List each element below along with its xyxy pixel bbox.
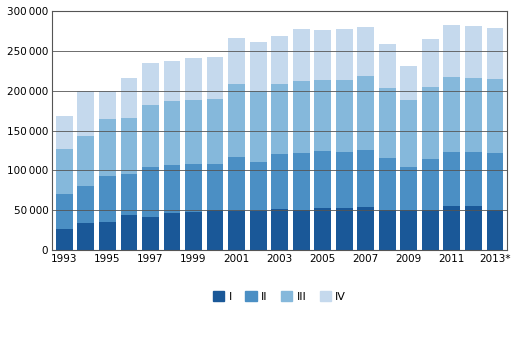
Bar [358, 207, 374, 250]
Bar [486, 153, 503, 209]
Bar [293, 81, 309, 153]
Bar [293, 29, 309, 81]
Bar [56, 149, 73, 194]
Bar [120, 118, 138, 174]
Bar [293, 153, 309, 209]
Bar [56, 229, 73, 250]
Bar [77, 186, 94, 223]
Bar [250, 42, 266, 92]
Bar [250, 211, 266, 250]
Bar [207, 210, 224, 250]
Bar [358, 76, 374, 150]
Bar [379, 159, 395, 210]
Bar [99, 119, 116, 176]
Bar [422, 87, 439, 159]
Bar [271, 209, 288, 250]
Bar [465, 78, 482, 152]
Bar [250, 92, 266, 162]
Bar [336, 152, 352, 208]
Bar [99, 222, 116, 250]
Bar [465, 152, 482, 206]
Bar [271, 84, 288, 154]
Bar [444, 152, 460, 206]
Bar [422, 159, 439, 209]
Bar [401, 210, 417, 250]
Bar [336, 208, 352, 250]
Bar [379, 44, 395, 88]
Bar [185, 100, 202, 164]
Bar [444, 25, 460, 77]
Bar [185, 212, 202, 250]
Bar [336, 29, 352, 79]
Bar [336, 79, 352, 152]
Bar [271, 36, 288, 84]
Bar [444, 77, 460, 152]
Legend: I, II, III, IV: I, II, III, IV [209, 287, 350, 306]
Bar [271, 154, 288, 209]
Bar [379, 88, 395, 159]
Bar [142, 167, 159, 217]
Bar [77, 223, 94, 250]
Bar [250, 162, 266, 211]
Bar [56, 194, 73, 229]
Bar [228, 38, 245, 84]
Bar [77, 92, 94, 136]
Bar [77, 136, 94, 186]
Bar [185, 164, 202, 212]
Bar [99, 91, 116, 119]
Bar [465, 206, 482, 250]
Bar [163, 101, 181, 165]
Bar [120, 215, 138, 250]
Bar [163, 213, 181, 250]
Bar [486, 209, 503, 250]
Bar [486, 79, 503, 153]
Bar [56, 116, 73, 149]
Bar [315, 79, 331, 151]
Bar [142, 105, 159, 167]
Bar [358, 27, 374, 76]
Bar [444, 206, 460, 250]
Bar [120, 78, 138, 118]
Bar [422, 39, 439, 87]
Bar [422, 209, 439, 250]
Bar [142, 217, 159, 250]
Bar [401, 167, 417, 210]
Bar [228, 84, 245, 157]
Bar [207, 99, 224, 164]
Bar [228, 211, 245, 250]
Bar [142, 63, 159, 105]
Bar [315, 151, 331, 208]
Bar [401, 100, 417, 167]
Bar [228, 157, 245, 211]
Bar [315, 208, 331, 250]
Bar [401, 66, 417, 100]
Bar [185, 58, 202, 100]
Bar [163, 61, 181, 101]
Bar [163, 165, 181, 213]
Bar [99, 176, 116, 222]
Bar [120, 174, 138, 215]
Bar [486, 29, 503, 79]
Bar [379, 210, 395, 250]
Bar [207, 57, 224, 99]
Bar [465, 26, 482, 78]
Bar [358, 150, 374, 207]
Bar [207, 164, 224, 210]
Bar [315, 30, 331, 79]
Bar [293, 209, 309, 250]
